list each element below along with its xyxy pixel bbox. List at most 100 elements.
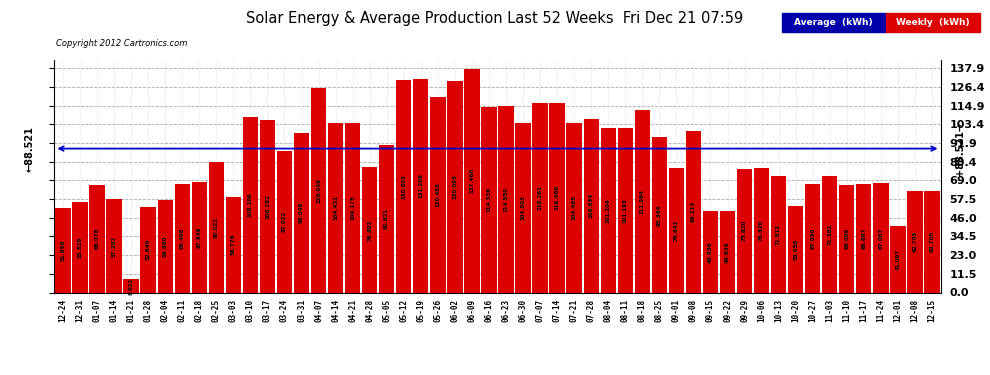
Bar: [890, 226, 906, 292]
Bar: [328, 123, 344, 292]
Bar: [533, 104, 547, 292]
Bar: [379, 145, 394, 292]
Bar: [431, 97, 446, 292]
Bar: [686, 131, 701, 292]
Text: Copyright 2012 Cartronics.com: Copyright 2012 Cartronics.com: [56, 39, 188, 48]
Bar: [737, 169, 752, 292]
Bar: [192, 182, 207, 292]
Text: 106.834: 106.834: [589, 193, 594, 218]
Bar: [668, 168, 684, 292]
Bar: [157, 200, 173, 292]
Bar: [481, 106, 497, 292]
Bar: [771, 176, 786, 292]
Bar: [549, 103, 564, 292]
Text: 49.836: 49.836: [725, 241, 730, 263]
Text: 51.958: 51.958: [60, 240, 65, 261]
Bar: [651, 138, 667, 292]
Bar: [243, 117, 258, 292]
Bar: [856, 184, 871, 292]
Bar: [583, 119, 599, 292]
Bar: [601, 128, 616, 292]
Bar: [55, 208, 70, 292]
Bar: [396, 80, 412, 292]
Text: 76.892: 76.892: [367, 219, 372, 241]
Text: 106.282: 106.282: [265, 194, 270, 219]
Text: 104.431: 104.431: [333, 195, 339, 220]
Text: 99.213: 99.213: [691, 201, 696, 222]
Text: 130.603: 130.603: [401, 174, 406, 199]
Text: 49.956: 49.956: [708, 241, 713, 262]
Bar: [907, 190, 923, 292]
Text: 76.641: 76.641: [674, 219, 679, 241]
Bar: [822, 177, 838, 292]
Text: 137.466: 137.466: [469, 168, 474, 194]
Text: 52.640: 52.640: [146, 239, 150, 260]
Bar: [873, 183, 889, 292]
Text: 126.046: 126.046: [316, 177, 321, 203]
Bar: [294, 133, 309, 292]
Text: 114.336: 114.336: [486, 187, 491, 212]
Text: 114.550: 114.550: [504, 187, 509, 212]
Text: 66.078: 66.078: [95, 228, 100, 249]
Text: Average  (kWh): Average (kWh): [794, 18, 873, 27]
Text: 41.097: 41.097: [895, 249, 900, 270]
Bar: [174, 184, 190, 292]
Text: 67.849: 67.849: [197, 226, 202, 248]
Text: 120.465: 120.465: [436, 182, 441, 207]
Text: 98.046: 98.046: [299, 202, 304, 223]
Text: +88.521→: +88.521→: [955, 122, 965, 176]
Bar: [106, 200, 122, 292]
Bar: [516, 123, 531, 292]
Text: 131.268: 131.268: [419, 173, 424, 198]
Text: 56.880: 56.880: [162, 236, 167, 257]
Text: 53.056: 53.056: [793, 238, 798, 260]
Bar: [72, 202, 88, 292]
Text: 76.820: 76.820: [759, 219, 764, 241]
Text: 87.022: 87.022: [282, 211, 287, 232]
Text: 57.282: 57.282: [112, 235, 117, 256]
Bar: [362, 168, 377, 292]
Bar: [840, 185, 854, 292]
Bar: [788, 206, 803, 292]
Bar: [413, 79, 429, 292]
Bar: [345, 123, 360, 292]
Bar: [498, 106, 514, 292]
Bar: [447, 81, 462, 292]
Text: 58.776: 58.776: [231, 234, 236, 255]
Text: Weekly  (kWh): Weekly (kWh): [896, 18, 969, 27]
Bar: [805, 183, 821, 292]
Text: 66.498: 66.498: [180, 228, 185, 249]
Text: 104.503: 104.503: [521, 195, 526, 220]
Bar: [703, 211, 718, 292]
Text: 104.465: 104.465: [571, 195, 576, 220]
Text: 95.364: 95.364: [656, 204, 662, 226]
Text: 116.261: 116.261: [538, 186, 543, 210]
Bar: [277, 151, 292, 292]
Bar: [618, 128, 633, 292]
Text: 8.022: 8.022: [129, 278, 134, 295]
Bar: [141, 207, 155, 292]
Bar: [124, 279, 139, 292]
Text: 66.096: 66.096: [844, 228, 849, 249]
Text: ←88.521: ←88.521: [25, 126, 35, 171]
Text: 62.705: 62.705: [913, 231, 918, 252]
Bar: [754, 168, 769, 292]
Text: 111.984: 111.984: [640, 189, 644, 214]
Text: 75.820: 75.820: [742, 220, 747, 242]
Text: Solar Energy & Average Production Last 52 Weeks  Fri Dec 21 07:59: Solar Energy & Average Production Last 5…: [247, 11, 743, 26]
Text: 71.382: 71.382: [828, 224, 833, 245]
Bar: [720, 211, 736, 292]
Text: 101.193: 101.193: [623, 198, 628, 223]
Bar: [89, 185, 105, 292]
Bar: [311, 88, 327, 292]
Text: 62.705: 62.705: [930, 231, 935, 252]
Bar: [259, 120, 275, 292]
Bar: [925, 190, 940, 292]
Text: 130.095: 130.095: [452, 174, 457, 199]
Bar: [209, 162, 224, 292]
Text: 104.175: 104.175: [350, 195, 355, 220]
Text: 108.106: 108.106: [248, 192, 252, 217]
Bar: [226, 197, 241, 292]
Bar: [566, 123, 582, 292]
Text: 90.821: 90.821: [384, 208, 389, 229]
